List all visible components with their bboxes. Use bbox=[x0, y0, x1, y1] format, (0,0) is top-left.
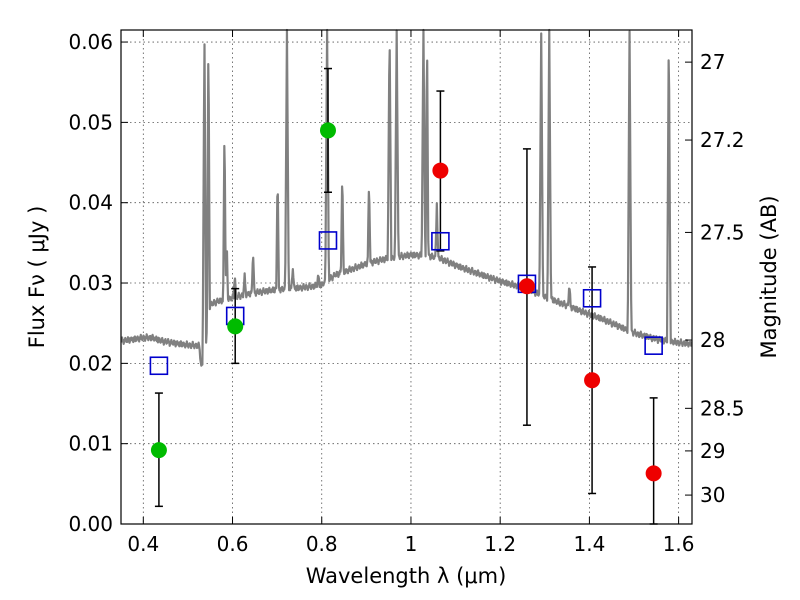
x-tick-label: 1 bbox=[405, 532, 418, 556]
ticks: 0.4 0.6 0.8 1 1.2 1.4 1.6 0.00 0.01 0.02 0.03 0.04 0… bbox=[68, 30, 745, 556]
green-data-point bbox=[319, 122, 336, 139]
model-spectrum bbox=[120, 28, 693, 367]
model-flux-square bbox=[149, 356, 169, 376]
y2-tick-label: 27.5 bbox=[700, 220, 745, 244]
y2-tick-label: 27.2 bbox=[700, 128, 745, 152]
y-tick-label: 0.03 bbox=[68, 271, 113, 295]
y-tick-label: 0.00 bbox=[68, 512, 113, 536]
y-tick-label: 0.05 bbox=[68, 110, 113, 134]
red-data-point bbox=[645, 465, 662, 482]
y2-tick-label: 28 bbox=[700, 328, 725, 352]
x-axis-label: Wavelength λ (μm) bbox=[306, 564, 507, 588]
model-spectrum-line bbox=[120, 28, 693, 367]
y-tick-label: 0.04 bbox=[68, 191, 113, 215]
green-data-point bbox=[227, 318, 244, 335]
model-flux-square bbox=[644, 336, 663, 355]
x-tick-label: 1.6 bbox=[663, 532, 695, 556]
red-data-point bbox=[584, 372, 601, 389]
x-tick-label: 1.4 bbox=[573, 532, 605, 556]
y2-tick-label: 29 bbox=[700, 439, 725, 463]
model-flux-square bbox=[318, 231, 338, 250]
y-tick-label: 0.02 bbox=[68, 351, 113, 375]
x-tick-label: 0.8 bbox=[306, 532, 338, 556]
red-data-point bbox=[432, 162, 449, 179]
y-axis-label: Flux Fν ( μJy ) bbox=[25, 206, 49, 349]
model-flux-square bbox=[431, 231, 450, 251]
y2-axis-label: Magnitude (AB) bbox=[757, 195, 781, 358]
model-flux-square bbox=[582, 288, 602, 308]
red-data-point bbox=[518, 278, 535, 295]
y-tick-label: 0.01 bbox=[68, 432, 113, 456]
x-tick-label: 1.2 bbox=[484, 532, 516, 556]
y-tick-label: 0.06 bbox=[68, 30, 113, 54]
y2-tick-label: 28.5 bbox=[700, 396, 745, 420]
y2-tick-label: 27 bbox=[700, 50, 725, 74]
plot-frame bbox=[120, 29, 693, 525]
data-points bbox=[149, 122, 663, 482]
green-data-point bbox=[150, 442, 167, 459]
x-tick-label: 0.6 bbox=[217, 532, 249, 556]
y2-tick-label: 30 bbox=[700, 483, 725, 507]
x-tick-label: 0.4 bbox=[127, 532, 159, 556]
